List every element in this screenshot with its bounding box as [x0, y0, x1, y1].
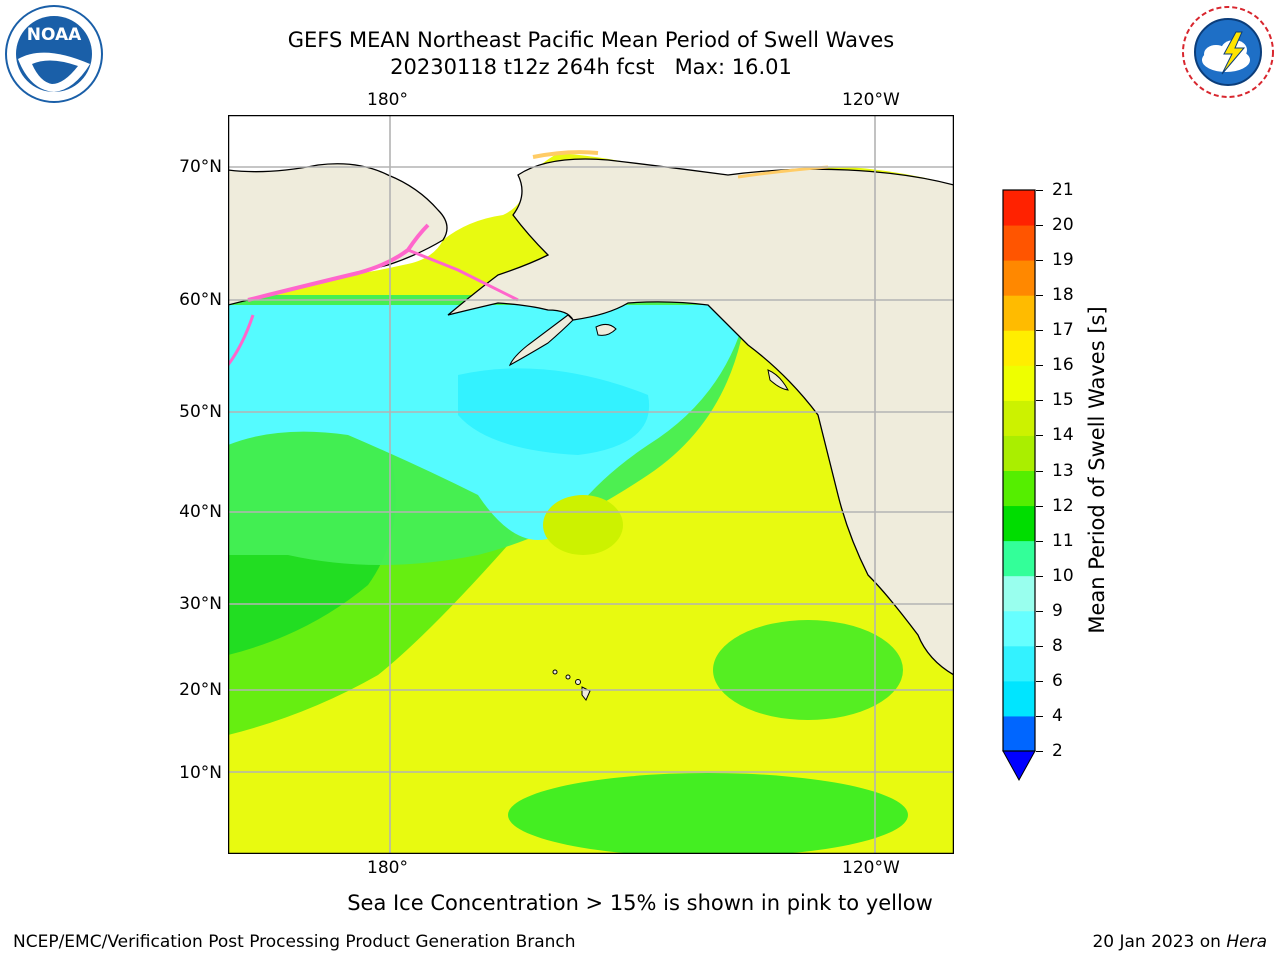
graticule [228, 115, 954, 854]
lon-label-bottom-120w: 120°W [842, 858, 900, 878]
lat-label-10n: 10°N [179, 763, 222, 783]
colorbar-tick-label: 4 [1052, 705, 1063, 726]
colorbar [1002, 189, 1036, 782]
colorbar-block [1003, 190, 1035, 226]
hawaii-island-3 [575, 679, 581, 685]
chart-title: GEFS MEAN Northeast Pacific Mean Period … [287, 28, 895, 52]
sea-ice-caption: Sea Ice Concentration > 15% is shown in … [347, 891, 933, 915]
colorbar-block [1003, 610, 1035, 647]
chart-subtitle: 20230118 t12z 264h fcst Max: 16.01 [390, 55, 792, 79]
colorbar-tick-label: 12 [1052, 495, 1074, 516]
colorbar-block [1003, 400, 1035, 436]
colorbar-block [1003, 645, 1035, 682]
swell-patch-yellow [543, 495, 623, 555]
colorbar-tick-mark [1036, 330, 1043, 332]
colorbar-tick-mark [1036, 610, 1043, 612]
footer-right: 20 Jan 2023 on Hera [1092, 932, 1267, 952]
colorbar-tick-label: 14 [1052, 425, 1074, 446]
colorbar-block [1003, 225, 1035, 261]
colorbar-tick-mark [1036, 470, 1043, 472]
colorbar-tick-label: 17 [1052, 320, 1074, 341]
colorbar-tick-mark [1036, 365, 1043, 367]
colorbar-tick-mark [1036, 400, 1043, 402]
colorbar-label: Mean Period of Swell Waves [s] [1085, 306, 1109, 634]
colorbar-block [1003, 295, 1035, 331]
colorbar-tick-label: 15 [1052, 390, 1074, 411]
colorbar-tick-mark [1036, 645, 1043, 647]
colorbar-tick-label: 8 [1052, 635, 1063, 656]
footer-left: NCEP/EMC/Verification Post Processing Pr… [13, 932, 576, 952]
lat-label-30n: 30°N [179, 594, 222, 614]
colorbar-frame [1002, 189, 1036, 752]
colorbar-block [1003, 715, 1035, 752]
lat-label-40n: 40°N [179, 502, 222, 522]
vancouver-island [767, 369, 789, 391]
colorbar-tick-mark [1036, 190, 1043, 191]
colorbar-block [1003, 680, 1035, 717]
colorbar-tick-label: 2 [1052, 741, 1063, 761]
noaa-logo: NOAA [5, 5, 103, 103]
colorbar-tick-label: 16 [1052, 355, 1074, 376]
colorbar-tick-mark [1036, 575, 1043, 577]
colorbar-tick-label: 11 [1052, 530, 1074, 551]
colorbar-block [1003, 540, 1035, 577]
colorbar-tick-label: 19 [1052, 250, 1074, 271]
sea-ice-bristol [407, 248, 519, 302]
sea-ice-chukchi [532, 150, 599, 159]
colorbar-block [1003, 575, 1035, 612]
lat-label-20n: 20°N [179, 680, 222, 700]
sea-ice-bering [247, 223, 430, 302]
colorbar-tick-mark [1036, 751, 1043, 752]
colorbar-tick-mark [1036, 260, 1043, 262]
colorbar-block [1003, 470, 1035, 507]
lon-label-top-120w: 120°W [842, 90, 900, 110]
colorbar-tick-label: 9 [1052, 600, 1063, 621]
colorbar-block [1003, 435, 1035, 471]
lat-label-70n: 70°N [179, 157, 222, 177]
footer-date: 20 Jan 2023 on [1092, 932, 1227, 952]
colorbar-tick-mark [1036, 295, 1043, 297]
swell-patch-east [713, 620, 903, 720]
colorbar-block [1003, 330, 1035, 366]
colorbar-tick-label: 20 [1052, 215, 1074, 236]
colorbar-extend-arrow [1002, 750, 1036, 782]
colorbar-block [1003, 365, 1035, 401]
colorbar-tick-mark [1036, 680, 1043, 682]
lon-label-bottom-180: 180° [367, 858, 408, 878]
alaska-peninsula [508, 314, 574, 367]
colorbar-tick-label: 10 [1052, 565, 1074, 586]
lon-label-top-180: 180° [367, 90, 408, 110]
hawaii-island-1 [552, 669, 558, 675]
swell-patch-south [508, 773, 908, 854]
map-frame [228, 115, 954, 854]
colorbar-tick-mark [1036, 715, 1043, 717]
colorbar-block [1003, 260, 1035, 296]
colorbar-tick-mark [1036, 225, 1043, 227]
colorbar-tick-label: 21 [1052, 180, 1074, 200]
colorbar-block [1003, 505, 1035, 542]
colorbar-tick-mark [1036, 435, 1043, 437]
north-america-land [447, 158, 954, 676]
kodiak-island [595, 323, 617, 336]
nws-logo [1181, 5, 1275, 99]
sea-ice-west [228, 314, 255, 366]
colorbar-tick-label: 6 [1052, 670, 1063, 691]
footer-host: Hera [1226, 932, 1267, 952]
lat-label-60n: 60°N [179, 290, 222, 310]
colorbar-tick-mark [1036, 505, 1043, 507]
hawaii-island-2 [565, 674, 571, 680]
colorbar-tick-label: 18 [1052, 285, 1074, 306]
noaa-logo-text: NOAA [27, 25, 82, 45]
map-plot [228, 115, 954, 854]
colorbar-tick-mark [1036, 540, 1043, 542]
colorbar-tick-label: 13 [1052, 460, 1074, 481]
lat-label-50n: 50°N [179, 402, 222, 422]
